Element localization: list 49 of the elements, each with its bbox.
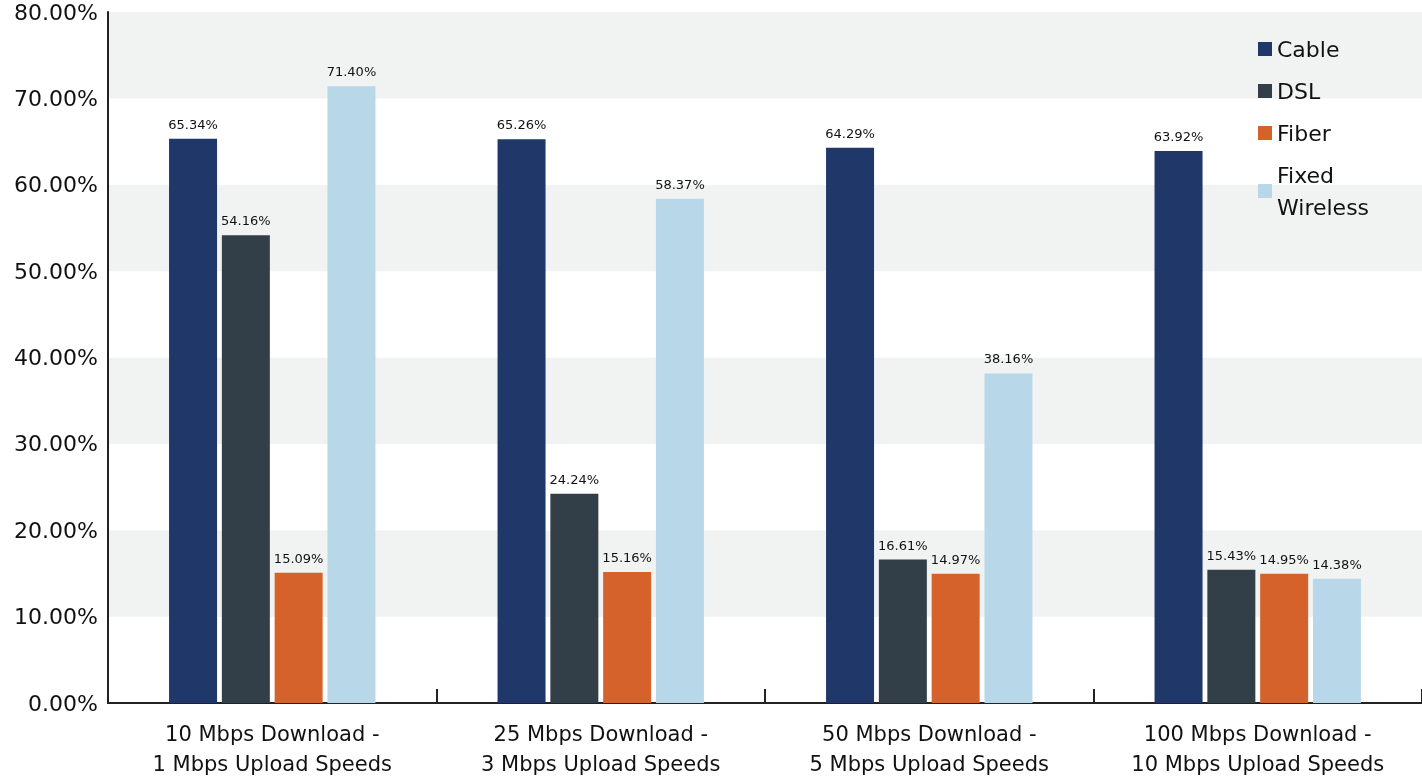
x-tick-label: 50 Mbps Download - 5 Mbps Upload Speeds xyxy=(809,722,1049,776)
y-tick-label: 20.00% xyxy=(14,517,98,543)
data-label: 65.34% xyxy=(168,116,218,132)
bar xyxy=(984,373,1033,703)
y-tick-label: 10.00% xyxy=(14,604,98,630)
y-tick-label: 0.00% xyxy=(28,690,98,716)
data-label: 65.26% xyxy=(496,117,547,133)
bar xyxy=(655,198,704,703)
bar xyxy=(931,573,980,703)
bar xyxy=(327,86,376,703)
data-label: 58.37% xyxy=(655,176,705,192)
legend-label: DSL xyxy=(1277,78,1321,104)
data-label: 64.29% xyxy=(825,125,875,141)
x-tick-label: 10 Mbps Download - 1 Mbps Upload Speeds xyxy=(152,722,392,776)
data-label: 15.16% xyxy=(602,550,652,566)
bar xyxy=(1154,150,1203,703)
bar xyxy=(1207,569,1256,703)
data-label: 63.92% xyxy=(1153,128,1204,144)
bar xyxy=(274,572,323,703)
y-tick-label: 50.00% xyxy=(14,258,98,284)
bar xyxy=(603,572,652,703)
data-label: 14.95% xyxy=(1259,551,1309,567)
bar xyxy=(550,493,599,703)
data-label: 71.40% xyxy=(326,64,377,80)
bar xyxy=(221,235,270,703)
x-tick-label: 25 Mbps Download - 3 Mbps Upload Speeds xyxy=(481,722,721,776)
legend-label: Fiber xyxy=(1277,120,1332,146)
legend-label: Cable xyxy=(1277,36,1340,62)
y-tick-label: 80.00% xyxy=(14,0,98,25)
data-label: 15.09% xyxy=(273,550,324,566)
data-label: 14.38% xyxy=(1312,556,1362,572)
data-label: 24.24% xyxy=(549,471,600,487)
y-tick-label: 70.00% xyxy=(14,85,98,111)
data-label: 14.97% xyxy=(930,551,981,567)
bar xyxy=(826,147,875,703)
y-tick-label: 30.00% xyxy=(14,431,98,457)
x-tick-label: 100 Mbps Download - 10 Mbps Upload Speeds xyxy=(1131,722,1385,776)
data-label: 54.16% xyxy=(221,213,271,229)
bar xyxy=(1312,578,1361,703)
bar xyxy=(1260,573,1309,703)
legend-label: Fixed Wireless xyxy=(1277,162,1370,220)
data-label: 38.16% xyxy=(983,351,1034,367)
bar xyxy=(497,139,546,703)
data-label: 15.43% xyxy=(1206,547,1257,563)
y-tick-label: 40.00% xyxy=(14,345,98,370)
y-tick-label: 60.00% xyxy=(14,172,98,198)
data-label: 16.61% xyxy=(878,537,928,553)
bar xyxy=(878,559,927,703)
bar xyxy=(169,138,218,703)
